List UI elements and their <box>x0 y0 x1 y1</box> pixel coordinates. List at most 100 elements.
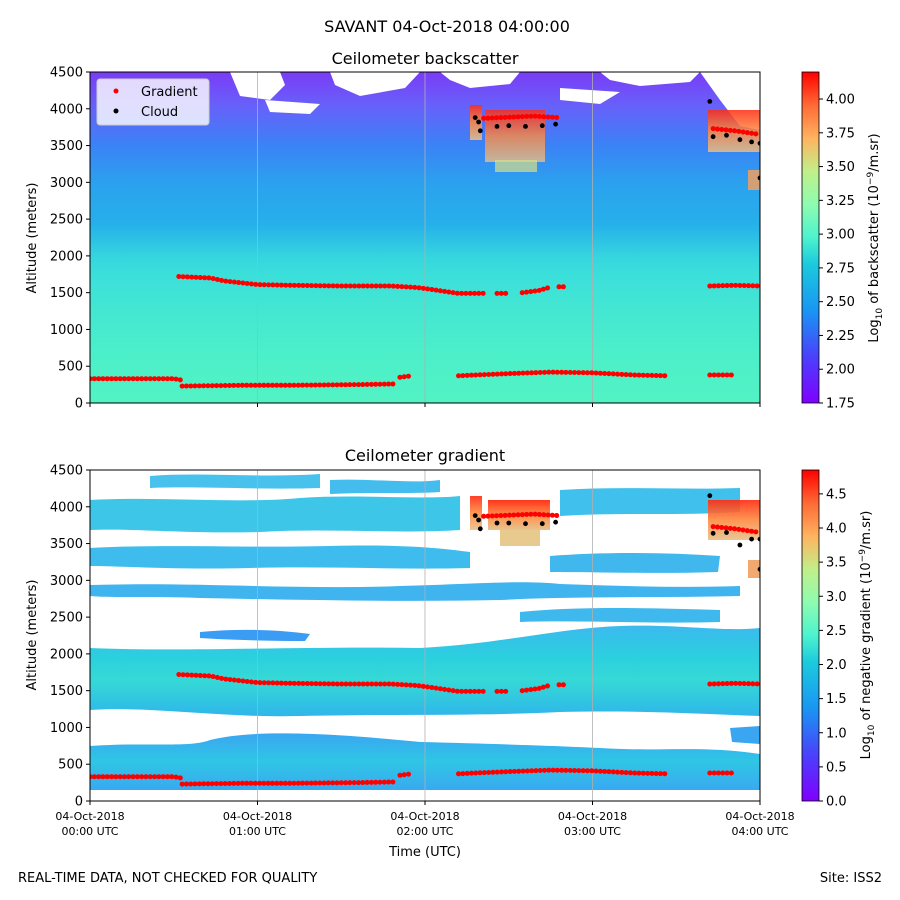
colorbar-tick-label: 3.0 <box>826 590 847 605</box>
gradient-layer-top2 <box>150 474 320 489</box>
cloud-point <box>494 520 500 526</box>
cloud-point <box>749 139 754 145</box>
y-tick-label: 2500 <box>50 213 83 228</box>
cloud-point <box>737 137 743 143</box>
gradient-series-segment <box>179 381 399 389</box>
top-panel-title: Ceilometer backscatter <box>332 49 519 68</box>
cloud-point <box>757 566 760 572</box>
colorbar-tick-label: 2.0 <box>826 658 847 673</box>
colorbar-tick-label: 2.50 <box>826 295 855 310</box>
colorbar-tick-label: 1.5 <box>826 692 847 707</box>
x-tick-label-time: 00:00 UTC <box>61 825 118 838</box>
cloud-point <box>523 124 528 129</box>
y-tick-label: 4500 <box>50 66 83 81</box>
cloud-point <box>472 115 478 120</box>
bottom-series-marks <box>90 493 760 787</box>
gradient-series-segment <box>519 285 552 296</box>
footer-quality-note: REAL-TIME DATA, NOT CHECKED FOR QUALITY <box>18 871 317 886</box>
gradient-series-segment <box>179 779 399 787</box>
bottom-x-axis: 04-Oct-2018 00:00 UTC 04-Oct-2018 01:00 UTC… <box>55 801 795 838</box>
y-tick-label: 2500 <box>50 611 83 626</box>
cloud-point <box>539 123 545 129</box>
gradient-series-segment <box>456 369 671 379</box>
bottom-y-axis: 0 500 1000 1500 2000 2500 3000 3500 4000 4500 <box>50 464 90 810</box>
gradient-series-segment <box>481 113 562 121</box>
cloud-point <box>757 536 760 542</box>
y-tick-label: 0 <box>75 795 83 810</box>
gradient-series-segment <box>397 373 415 380</box>
top-white-gap <box>265 100 320 114</box>
cloud-core <box>470 496 482 530</box>
x-tick-label-date: 04-Oct-2018 <box>55 810 124 823</box>
x-axis-label: Time (UTC) <box>388 845 461 860</box>
x-tick-label-time: 04:00 UTC <box>731 825 788 838</box>
top-colorbar-ticks: 1.75 2.00 2.25 2.50 2.75 3.00 3.25 3.50 3.75 4.00 <box>819 93 855 412</box>
cloud-point <box>506 520 512 526</box>
y-tick-label: 4500 <box>50 464 83 479</box>
footer-site: Site: ISS2 <box>820 871 882 886</box>
colorbar-tick-label: 1.0 <box>826 726 847 741</box>
gradient-layer-top <box>90 496 460 533</box>
gradient-layer-mid2 <box>520 608 720 623</box>
top-x-ticks <box>89 403 761 407</box>
colorbar-tick-label: 0.0 <box>826 795 847 810</box>
y-tick-label: 3500 <box>50 537 83 552</box>
top-white-gap <box>600 72 700 86</box>
colorbar-tick-label: 4.0 <box>826 522 847 537</box>
colorbar-tick-label: 4.5 <box>826 487 847 502</box>
colorbar-tick-label: 0.5 <box>826 760 847 775</box>
bottom-colorbar <box>801 469 820 802</box>
cloud-patch <box>495 160 537 172</box>
cloud-point <box>472 513 478 518</box>
gradient-layer-upper <box>90 545 470 569</box>
gradient-series-segment <box>456 767 671 777</box>
gradient-layer-thin <box>200 629 310 641</box>
colorbar-tick-label: 2.00 <box>826 363 855 378</box>
gradient-series-segment <box>176 672 487 694</box>
y-tick-label: 500 <box>58 360 83 375</box>
top-white-gap <box>560 88 620 104</box>
legend-cloud-label: Cloud <box>141 105 178 120</box>
bottom-y-axis-label: Altitude (meters) <box>25 580 40 691</box>
cloud-point <box>523 521 528 527</box>
colorbar-tick-label: 3.5 <box>826 556 847 571</box>
colorbar-tick-label: 2.75 <box>826 261 855 276</box>
legend-gradient-label: Gradient <box>141 85 198 100</box>
cloud-point <box>707 493 713 499</box>
cloud-point <box>724 530 729 535</box>
x-tick-label-date: 04-Oct-2018 <box>223 810 292 823</box>
cloud-point <box>724 132 729 138</box>
figure-title: SAVANT 04-Oct-2018 04:00:00 <box>324 17 570 36</box>
x-tick-label-date: 04-Oct-2018 <box>558 810 627 823</box>
cloud-point <box>476 517 481 523</box>
cloud-point <box>477 128 483 134</box>
gradient-series-segment <box>481 511 562 519</box>
cloud-point <box>710 134 716 140</box>
colorbar-tick-label: 1.75 <box>826 397 855 412</box>
top-series-marks <box>90 99 760 389</box>
y-tick-label: 3500 <box>50 139 83 154</box>
gradient-series-segment <box>90 774 185 781</box>
y-tick-label: 500 <box>58 758 83 773</box>
gradient-series-segment <box>707 680 760 687</box>
y-tick-label: 1000 <box>50 323 83 338</box>
cloud-point <box>737 542 743 548</box>
top-y-axis: 0 500 1000 1500 2000 2500 3000 3500 4000 4500 <box>50 66 90 412</box>
y-tick-label: 1500 <box>50 286 83 301</box>
y-tick-label: 3000 <box>50 574 83 589</box>
colorbar-tick-label: 4.00 <box>826 93 855 108</box>
cloud-point <box>553 121 558 127</box>
bottom-colorbar-label: Log10 of negative gradient (10−9/m.sr) <box>858 511 877 760</box>
legend-gradient-marker <box>113 88 119 94</box>
cloud-point <box>757 175 760 181</box>
y-tick-label: 1000 <box>50 721 83 736</box>
gradient-layer-top3 <box>560 488 740 516</box>
cloud-point <box>553 519 558 525</box>
bottom-panel-title: Ceilometer gradient <box>345 446 505 465</box>
cloud-point <box>710 530 716 536</box>
x-tick-label-date: 04-Oct-2018 <box>390 810 459 823</box>
x-tick-label-time: 02:00 UTC <box>396 825 453 838</box>
gradient-series-segment <box>707 282 760 289</box>
cloud-patch <box>748 170 760 190</box>
legend-cloud-marker <box>113 108 119 114</box>
